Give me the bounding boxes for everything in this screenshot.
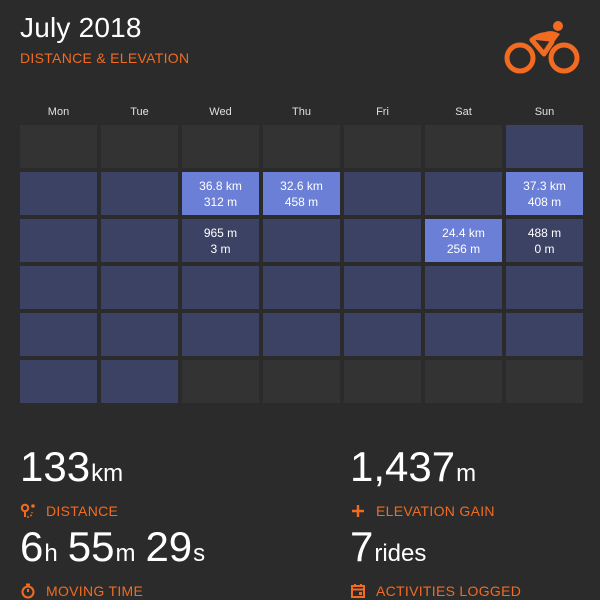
weekday-label: Wed	[209, 106, 232, 118]
calendar-empty-cell	[263, 125, 340, 168]
calendar-day-cell[interactable]	[20, 172, 97, 215]
calendar-day-cell[interactable]: 32.6 km 458 m	[263, 172, 340, 215]
weekday-label: Fri	[376, 106, 389, 118]
calendar-day-cell[interactable]	[263, 266, 340, 309]
activities-label: ACTIVITIES LOGGED	[376, 583, 522, 599]
calendar-day-cell[interactable]	[20, 266, 97, 309]
calendar-day-cell[interactable]	[101, 313, 178, 356]
calendar-empty-cell	[344, 125, 421, 168]
calendar-day-cell[interactable]	[344, 172, 421, 215]
calendar-empty-cell	[263, 360, 340, 403]
elevation-number: 1,437	[350, 443, 456, 490]
calendar-day-cell[interactable]	[263, 313, 340, 356]
page-title: July 2018	[20, 12, 142, 43]
calendar-icon	[351, 584, 365, 598]
activities-number: 7	[350, 523, 374, 570]
calendar-day-cell[interactable]	[506, 125, 583, 168]
calendar-day-cell[interactable]	[263, 219, 340, 262]
moving-time-hours-unit: h	[44, 540, 58, 567]
elevation-unit: m	[456, 460, 477, 487]
moving-time-seconds-unit: s	[193, 540, 206, 567]
distance-label: DISTANCE	[46, 503, 119, 519]
calendar-empty-cell	[425, 125, 502, 168]
calendar-day-cell[interactable]	[425, 172, 502, 215]
calendar-empty-cell	[20, 125, 97, 168]
calendar-day-cell[interactable]	[20, 219, 97, 262]
activities-unit: rides	[374, 540, 427, 567]
route-pin-icon	[20, 503, 35, 518]
day-elevation: 458 m	[284, 194, 319, 209]
moving-time-seconds: 29	[145, 523, 193, 570]
day-distance: 36.8 km	[199, 178, 242, 193]
calendar-day-cell[interactable]: 37.3 km 408 m	[506, 172, 583, 215]
elevation-label: ELEVATION GAIN	[376, 503, 495, 519]
day-distance: 37.3 km	[523, 178, 566, 193]
calendar-empty-cell	[182, 360, 259, 403]
calendar-empty-cell	[506, 360, 583, 403]
moving-time-stat: 6h 55m 29s MOVING TIME	[20, 524, 205, 600]
day-distance: 965 m	[203, 225, 238, 240]
weekday-label: Mon	[47, 106, 70, 118]
moving-time-minutes: 55	[67, 523, 115, 570]
elevation-value: 1,437m	[350, 444, 495, 497]
day-elevation: 408 m	[527, 194, 562, 209]
calendar-empty-cell	[101, 125, 178, 168]
day-distance: 32.6 km	[280, 178, 323, 193]
moving-time-hours: 6	[20, 523, 44, 570]
distance-stat: 133km DISTANCE	[20, 444, 123, 520]
weekday-label: Thu	[292, 106, 311, 118]
calendar-empty-cell	[425, 360, 502, 403]
distance-unit: km	[91, 460, 124, 487]
calendar-day-cell[interactable]: 36.8 km 312 m	[182, 172, 259, 215]
calendar-day-cell[interactable]	[344, 219, 421, 262]
day-elevation: 0 m	[534, 241, 555, 256]
calendar-day-cell[interactable]: 24.4 km 256 m	[425, 219, 502, 262]
calendar-grid: 36.8 km 312 m 32.6 km 458 m 37.3 km 408 m 965 …	[20, 125, 583, 403]
plus-icon	[352, 505, 364, 517]
calendar-day-cell[interactable]	[506, 266, 583, 309]
calendar-day-cell[interactable]	[425, 313, 502, 356]
day-distance: 488 m	[527, 225, 562, 240]
calendar-day-cell[interactable]	[182, 313, 259, 356]
calendar-day-cell[interactable]	[425, 266, 502, 309]
calendar-empty-cell	[182, 125, 259, 168]
weekday-label: Tue	[130, 106, 149, 118]
day-elevation: 3 m	[210, 241, 231, 256]
calendar-day-cell[interactable]	[101, 219, 178, 262]
page-subtitle: DISTANCE & ELEVATION	[20, 50, 190, 66]
cyclist-icon	[504, 21, 580, 74]
calendar-day-cell[interactable]	[344, 313, 421, 356]
calendar-day-cell[interactable]	[101, 360, 178, 403]
calendar-day-cell[interactable]	[20, 360, 97, 403]
activities-stat: 7rides ACTIVITIES LOGGED	[350, 524, 522, 600]
weekday-label: Sat	[455, 106, 472, 118]
calendar-empty-cell	[344, 360, 421, 403]
weekday-label: Sun	[534, 106, 555, 118]
weekday-header-row: Mon Tue Wed Thu Fri Sat Sun	[20, 106, 581, 118]
calendar-day-cell[interactable]	[101, 172, 178, 215]
day-elevation: 312 m	[203, 194, 238, 209]
calendar-day-cell[interactable]	[101, 266, 178, 309]
day-distance: 24.4 km	[442, 225, 485, 240]
moving-time-minutes-unit: m	[115, 540, 136, 567]
moving-time-value: 6h 55m 29s	[20, 524, 205, 577]
elevation-stat: 1,437m ELEVATION GAIN	[350, 444, 495, 520]
activities-value: 7rides	[350, 524, 521, 577]
distance-value: 133km	[20, 444, 123, 497]
day-elevation: 256 m	[446, 241, 481, 256]
stopwatch-icon	[21, 583, 35, 599]
calendar-day-cell[interactable]	[344, 266, 421, 309]
calendar-day-cell[interactable]	[182, 266, 259, 309]
distance-number: 133	[20, 443, 91, 490]
calendar-day-cell[interactable]	[506, 313, 583, 356]
moving-time-label: MOVING TIME	[46, 583, 144, 599]
calendar-day-cell[interactable]	[20, 313, 97, 356]
